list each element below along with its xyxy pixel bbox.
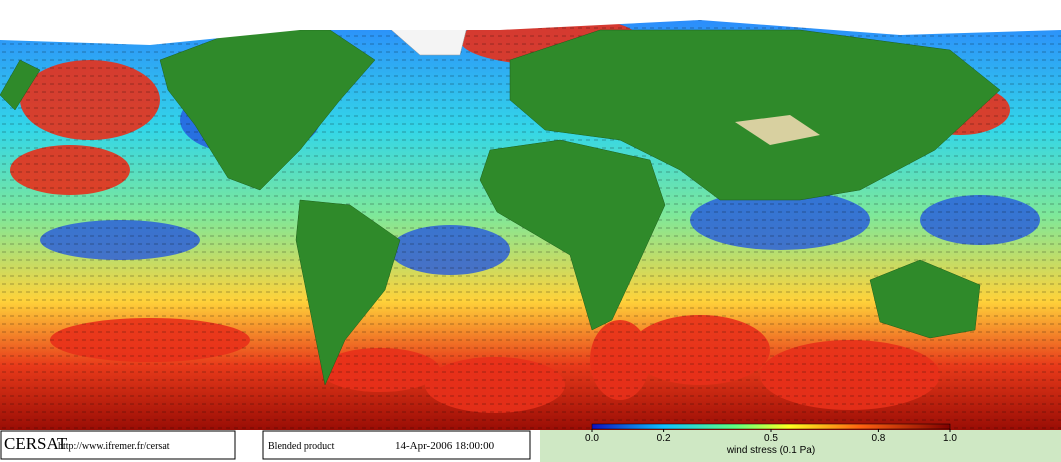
colorbar [591, 423, 951, 430]
url: http://www.ifremer.fr/cersat [58, 441, 170, 452]
product: Blended product [268, 441, 335, 452]
map [0, 0, 1061, 430]
logo-box [0, 430, 236, 460]
info-box [262, 430, 531, 460]
tick-label: 0.0 [585, 433, 599, 444]
colorbar-label: wind stress (0.1 Pa) [726, 445, 815, 456]
date: 14-Apr-2006 18:00:00 [395, 440, 495, 452]
colorbar-ticks: 0.0 0.2 0.5 0.8 1.0 [585, 429, 957, 444]
tick-label: 0.8 [871, 433, 885, 444]
tick-label: 0.5 [764, 433, 778, 444]
tick-label: 0.2 [657, 433, 671, 444]
tick-label: 1.0 [943, 433, 957, 444]
logo: CERSAT [4, 434, 68, 453]
